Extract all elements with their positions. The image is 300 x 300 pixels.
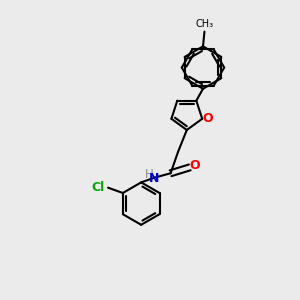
Text: H: H xyxy=(145,168,154,181)
Text: N: N xyxy=(148,172,159,185)
Text: Cl: Cl xyxy=(91,181,105,194)
Text: CH₃: CH₃ xyxy=(195,19,214,29)
Text: O: O xyxy=(202,112,213,125)
Text: O: O xyxy=(190,159,200,172)
